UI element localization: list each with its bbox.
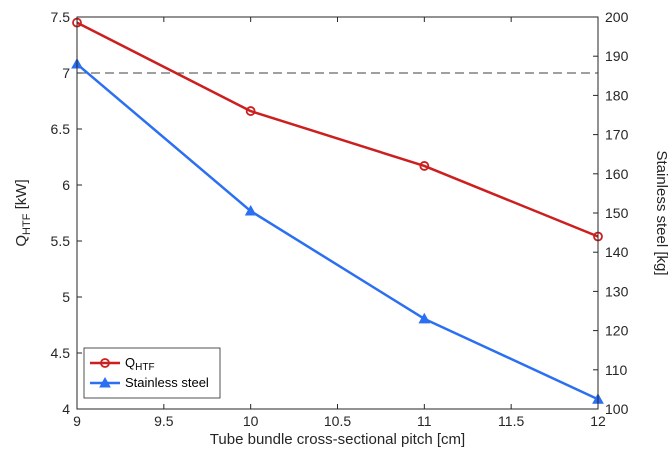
left-y-tick-label: 6 — [62, 177, 70, 193]
right-y-tick-label: 130 — [605, 283, 629, 299]
right-y-tick-label: 200 — [605, 9, 629, 25]
x-tick-label: 12 — [590, 413, 606, 429]
legend-marker-stainless-steel — [99, 376, 111, 388]
x-tick-label: 11.5 — [498, 413, 524, 429]
series-layer — [71, 17, 604, 404]
legend-marker-qhtf — [100, 358, 110, 368]
left-y-tick-label: 5.5 — [51, 233, 71, 249]
right-y-tick-label: 190 — [605, 48, 629, 64]
legend: QHTF Stainless steel — [83, 347, 221, 399]
left-y-tick-label: 7.5 — [51, 9, 71, 25]
data-point-qhtf — [419, 161, 430, 171]
left-y-tick-label: 4.5 — [51, 345, 71, 361]
x-tick-label: 11 — [417, 413, 432, 429]
legend-label-stainless-steel: Stainless steel — [125, 375, 209, 390]
left-y-axis-title: QHTF [kW] — [13, 179, 33, 246]
left-y-tick-label: 6.5 — [51, 121, 71, 137]
left-y-tick-label: 7 — [62, 65, 70, 81]
right-y-tick-label: 120 — [605, 323, 629, 339]
legend-label-qhtf: QHTF — [125, 355, 155, 373]
right-y-tick-label: 180 — [605, 87, 629, 103]
left-y-axis: 4 4.5 5 5.5 6 6.5 7 7.5 — [51, 9, 82, 417]
right-y-tick-label: 140 — [605, 244, 629, 260]
x-tick-label: 10.5 — [324, 413, 351, 429]
right-y-tick-label: 100 — [605, 401, 629, 417]
x-tick-label: 9.5 — [154, 413, 174, 429]
x-tick-label: 10 — [243, 413, 259, 429]
data-point-stainless-steel — [418, 312, 431, 324]
series-line-stainless-steel — [76, 63, 599, 401]
right-y-tick-label: 160 — [605, 166, 629, 182]
right-y-axis: 100 110 120 130 140 150 160 170 180 190 200 — [593, 9, 629, 417]
series-line-qhtf — [76, 21, 599, 238]
data-point-qhtf — [245, 106, 256, 116]
left-y-axis-title-subscript: HTF — [21, 213, 33, 235]
left-y-axis-title-unit: [kW] — [13, 179, 30, 213]
right-y-tick-label: 110 — [605, 362, 628, 378]
legend-entry-stainless-steel: Stainless steel — [90, 375, 209, 390]
left-y-tick-label: 5 — [62, 289, 70, 305]
legend-entry-qhtf: QHTF — [90, 355, 155, 373]
x-axis-title: Tube bundle cross-sectional pitch [cm] — [210, 431, 465, 448]
right-y-axis-title: Stainless steel [kg] — [653, 150, 670, 275]
right-y-tick-label: 150 — [605, 205, 629, 221]
x-tick-label: 9 — [73, 413, 81, 429]
data-point-stainless-steel — [244, 205, 257, 216]
left-y-axis-title-main: Q — [13, 235, 30, 247]
legend-label-qhtf-main: Q — [125, 355, 135, 370]
left-y-tick-label: 4 — [62, 401, 70, 417]
right-y-tick-label: 170 — [605, 127, 629, 143]
legend-label-qhtf-subscript: HTF — [135, 362, 154, 373]
legend-box — [83, 347, 221, 399]
x-axis: 9 9.5 10 10.5 11 11.5 12 — [73, 17, 606, 429]
